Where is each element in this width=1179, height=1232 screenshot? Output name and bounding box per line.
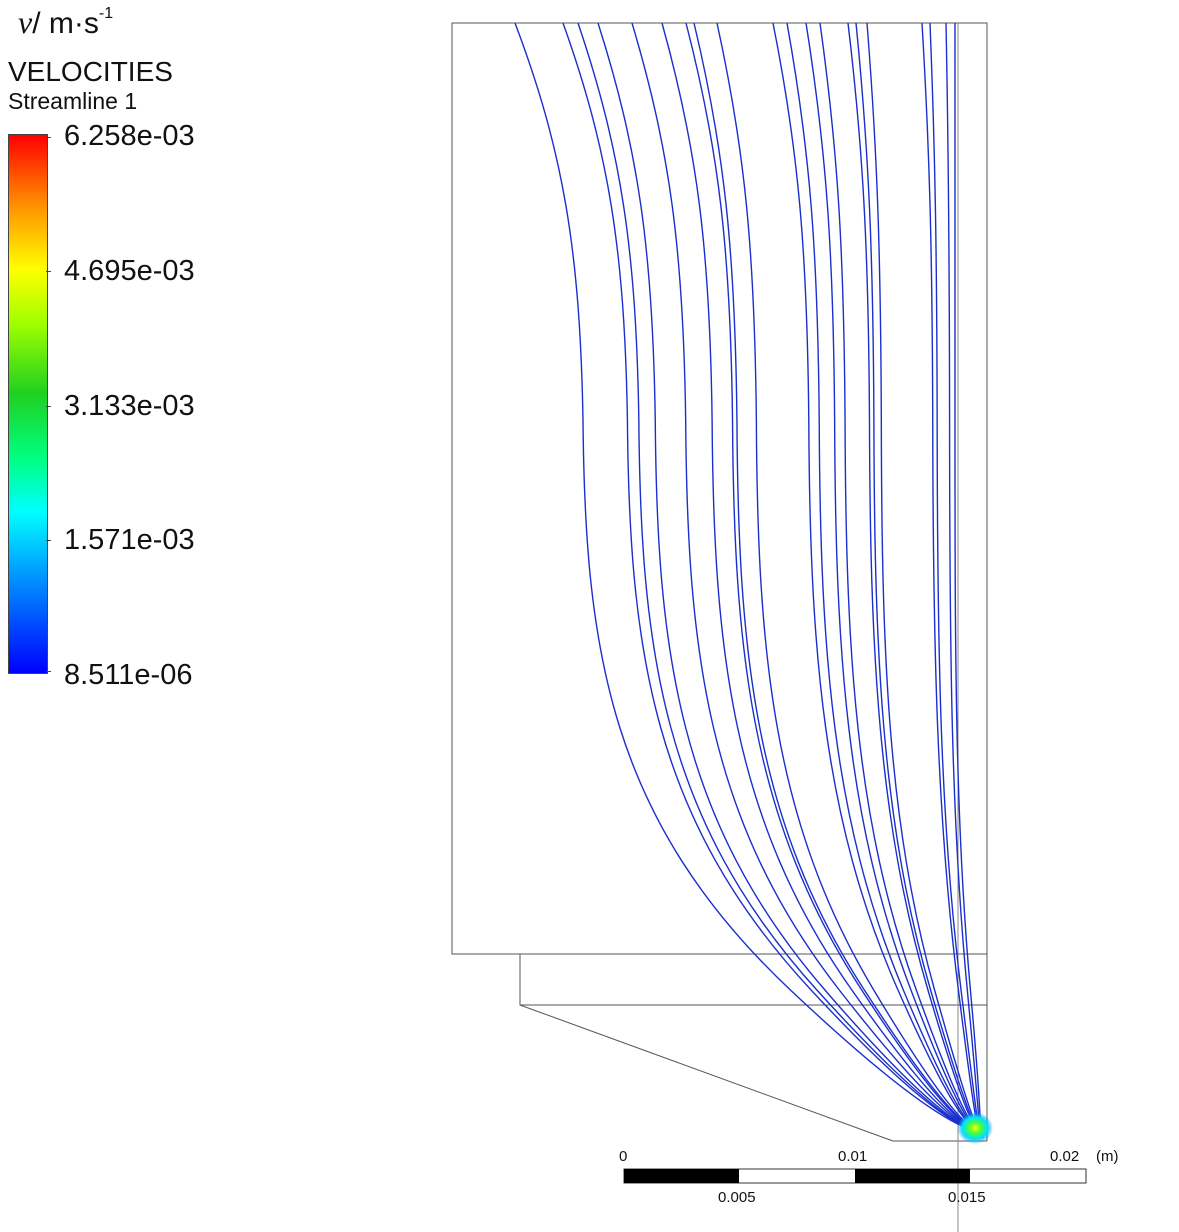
legend-title: v/ m·s-1	[18, 4, 113, 41]
tick-mark	[46, 406, 51, 407]
scale-label-0005: 0.005	[718, 1189, 756, 1206]
streamline	[772, 22, 984, 1139]
streamline	[716, 22, 984, 1139]
scale-bar-segment	[624, 1169, 739, 1183]
streamline	[847, 22, 984, 1139]
scale-unit: (m)	[1096, 1148, 1119, 1165]
scale-label-002: 0.02	[1050, 1148, 1079, 1165]
streamline	[929, 22, 984, 1139]
streamline	[577, 22, 984, 1139]
streamline	[685, 22, 984, 1139]
legend-heading: VELOCITIES	[8, 56, 173, 87]
scale-label-0015: 0.015	[948, 1189, 986, 1206]
domain-outline	[451, 22, 988, 1232]
step-section	[519, 954, 987, 1006]
streamline	[786, 22, 984, 1139]
tick-mark	[46, 540, 51, 541]
streamline	[514, 22, 984, 1139]
streamline	[945, 22, 984, 1139]
streamline	[805, 22, 984, 1139]
funnel-section	[519, 1004, 987, 1142]
streamlines	[514, 22, 984, 1139]
streamline	[855, 22, 984, 1139]
tick-mark	[46, 137, 51, 138]
scale-bar-segment	[855, 1169, 970, 1183]
streamline	[866, 22, 984, 1139]
tick-mark	[46, 271, 51, 272]
legend-tick-min: 8.511e-06	[64, 659, 193, 691]
streamline	[631, 22, 984, 1139]
velocity-unit: / m·s	[32, 7, 99, 40]
velocity-symbol: v	[18, 4, 33, 40]
streamline	[954, 23, 984, 1139]
streamline	[597, 22, 984, 1139]
legend-subheading: Streamline 1	[8, 88, 138, 114]
outlet-jet-highlight	[957, 1112, 993, 1144]
legend-tick-4: 1.571e-03	[64, 524, 195, 556]
legend-tick-3: 3.133e-03	[64, 390, 195, 422]
upper-chamber	[451, 22, 988, 955]
legend-tick-max: 6.258e-03	[64, 120, 195, 152]
streamline	[661, 22, 984, 1139]
streamline	[921, 22, 984, 1139]
streamline	[693, 22, 984, 1139]
streamline	[562, 22, 984, 1139]
scale-bar: 0 0.01 0.02 (m) 0.005 0.015	[619, 1148, 1119, 1206]
streamline	[819, 22, 984, 1139]
color-scale-bar	[8, 134, 48, 674]
scale-label-001: 0.01	[838, 1148, 867, 1165]
scale-label-0: 0	[619, 1148, 627, 1165]
tick-mark	[46, 671, 51, 672]
legend-tick-2: 4.695e-03	[64, 255, 195, 287]
unit-exponent: -1	[98, 5, 114, 22]
